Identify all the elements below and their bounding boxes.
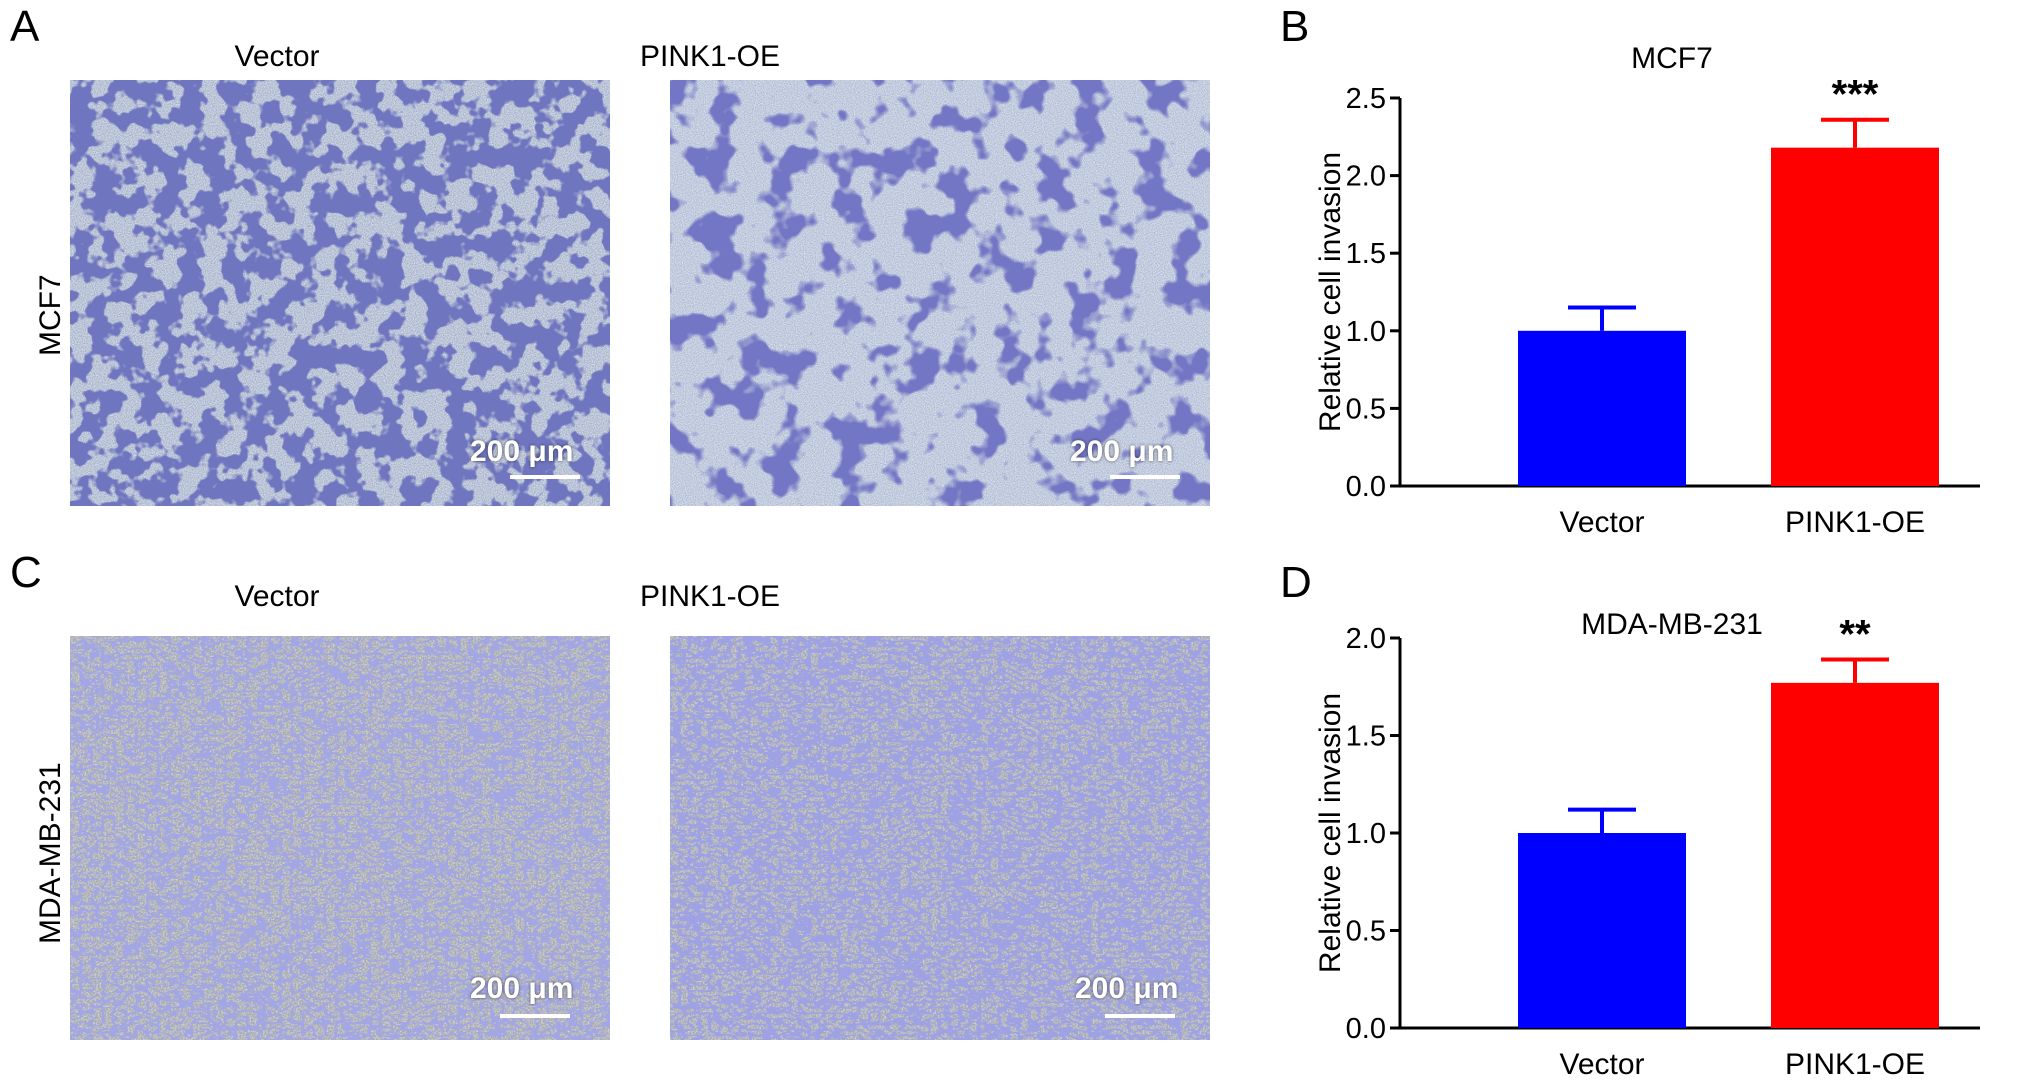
- chart-title: MDA-MB-231: [1581, 608, 1763, 641]
- column-title-pink1-oe: PINK1-OE: [639, 40, 781, 73]
- y-axis-label: Relative cell invasion: [1314, 693, 1347, 973]
- panel-letter-c: C: [10, 548, 42, 597]
- y-tick-label: 2.0: [1346, 161, 1386, 193]
- panel-letter-a: A: [10, 2, 40, 51]
- micrograph-mcf7-vector-image: [70, 80, 610, 506]
- scale-bar-label: 200 μm: [1070, 435, 1174, 468]
- y-tick-label: 0.5: [1346, 916, 1386, 948]
- y-tick-label: 1.0: [1346, 818, 1386, 850]
- significance-marker: **: [1839, 612, 1871, 656]
- panel-letter-b: B: [1280, 2, 1310, 51]
- scale-bar-line: [510, 475, 580, 479]
- y-tick-label: 1.0: [1346, 316, 1386, 348]
- scale-bar-line: [1105, 1014, 1175, 1018]
- bar-chart-mda-mb-231: MDA-MB-231 0.0 0.5 1.0 1.5 2.0 Relative cell i…: [1300, 588, 2020, 1081]
- panel-letter-d: D: [1280, 558, 1312, 607]
- bar-pink1-oe: [1771, 147, 1939, 486]
- bar-vector: [1518, 833, 1686, 1028]
- micrograph-mcf7-pink1-oe-image: [670, 80, 1210, 506]
- scale-bar-label: 200 μm: [470, 972, 574, 1005]
- scale-bar-line: [500, 1014, 570, 1018]
- y-tick-label: 0.5: [1346, 393, 1386, 425]
- scale-bar-mcf7-vector: 200 μm: [470, 435, 580, 479]
- column-title-vector: Vector: [234, 40, 320, 73]
- micrograph-mda-pink1-oe: 200 μm: [670, 636, 1210, 1040]
- y-tick-label: 1.5: [1346, 238, 1386, 270]
- scale-bar-mda-pink1-oe: 200 μm: [1075, 972, 1179, 1018]
- y-tick-label: 0.0: [1346, 471, 1386, 503]
- row-label-mcf7: MCF7: [34, 274, 67, 356]
- y-axis-label: Relative cell invasion: [1314, 152, 1347, 432]
- x-tick-label: PINK1-OE: [1785, 1048, 1925, 1078]
- micrograph-mda-vector-image: [70, 636, 610, 1040]
- scale-bar-mda-vector: 200 μm: [470, 972, 574, 1018]
- micrograph-mcf7-pink1-oe: 200 μm: [670, 80, 1210, 506]
- x-tick-label: Vector: [1559, 1048, 1644, 1078]
- bar-vector: [1518, 330, 1686, 486]
- micrograph-mda-vector: 200 μm: [70, 636, 610, 1040]
- scale-bar-mcf7-pink1-oe: 200 μm: [1070, 435, 1180, 479]
- y-tick-label: 2.5: [1346, 83, 1386, 115]
- scale-bar-label: 200 μm: [470, 435, 574, 468]
- bar-pink1-oe: [1771, 682, 1939, 1028]
- y-tick-label: 0.0: [1346, 1013, 1386, 1045]
- chart-title: MCF7: [1631, 42, 1713, 75]
- bar-chart-mcf7-svg: MCF7 0.0 0.5 1.0 1.5 2.0 2.5 Relative cell inva…: [1314, 42, 1980, 539]
- y-tick-label: 2.0: [1346, 623, 1386, 655]
- x-tick-label: Vector: [1559, 506, 1644, 539]
- column-title-pink1-oe: PINK1-OE: [639, 580, 781, 613]
- micrograph-mda-pink1-oe-image: [670, 636, 1210, 1040]
- scale-bar-line: [1110, 475, 1180, 479]
- y-tick-label: 1.5: [1346, 721, 1386, 753]
- row-label-mda-mb-231: MDA-MB-231: [34, 762, 67, 944]
- bar-chart-mcf7: MCF7 0.0 0.5 1.0 1.5 2.0 2.5 Relative cell inva…: [1300, 30, 2020, 550]
- bar-chart-mda-mb-231-svg: MDA-MB-231 0.0 0.5 1.0 1.5 2.0 Relative cell i…: [1314, 608, 1980, 1081]
- x-tick-label: PINK1-OE: [1785, 506, 1925, 539]
- significance-marker: ***: [1832, 73, 1879, 117]
- scale-bar-label: 200 μm: [1075, 972, 1179, 1005]
- column-title-vector: Vector: [234, 580, 320, 613]
- micrograph-mcf7-vector: 200 μm: [70, 80, 610, 506]
